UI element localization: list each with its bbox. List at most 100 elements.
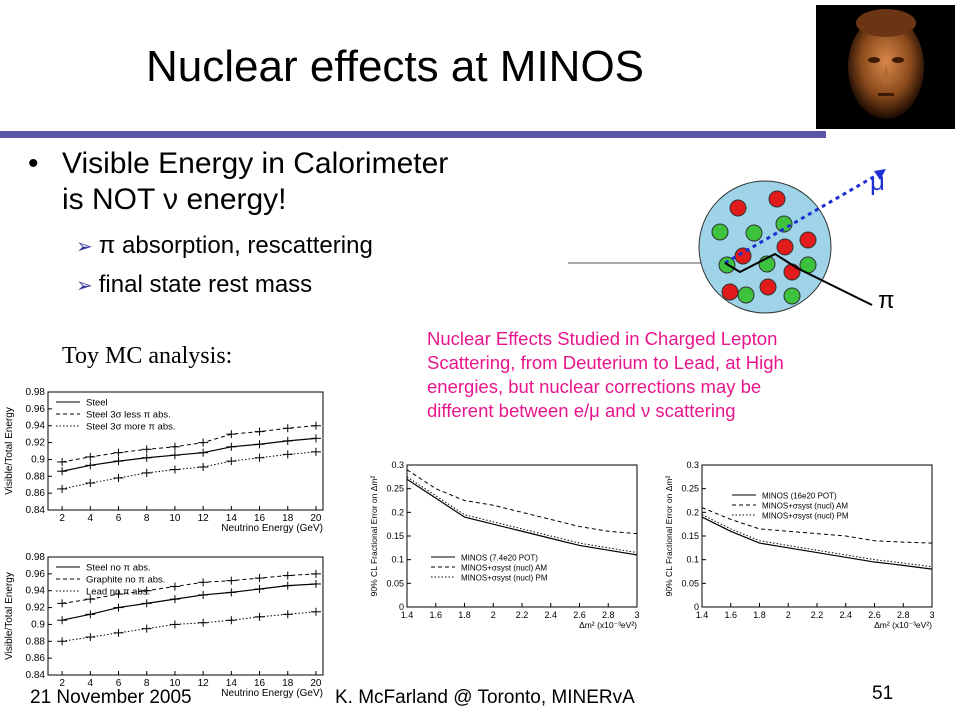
- x-tick-label: 20: [310, 678, 322, 689]
- sculpture-photo: [816, 5, 955, 129]
- y-tick-label: 0.2: [391, 507, 404, 517]
- series-line: [406, 478, 638, 556]
- legend-entry: Steel 3σ more π abs.: [86, 422, 176, 433]
- y-tick-label: 0: [694, 602, 699, 612]
- legend-entry: Steel: [86, 398, 108, 409]
- y-tick-label: 0.98: [26, 552, 46, 563]
- plot-frame: [47, 391, 324, 511]
- y-tick-label: 0.92: [26, 603, 46, 614]
- title-rule: [0, 131, 826, 138]
- proton: [721, 283, 739, 301]
- series-line: [701, 516, 933, 570]
- y-tick-label: 0.88: [26, 636, 46, 647]
- legend-entry: Steel 3σ less π abs.: [86, 410, 171, 421]
- x-tick-label: 1.4: [696, 610, 709, 620]
- legend-entry: MINOS (7.4e20 POT): [461, 554, 538, 563]
- x-tick-label: 18: [282, 678, 294, 689]
- minos-chart-right: 0 0.05 0.1 0.15 0.2 0.25 0.3 1.4 1.6 1.8 2 2.2 2.4 2.…: [664, 460, 935, 630]
- x-tick-label: 4: [88, 513, 94, 524]
- x-tick-label: 2.2: [811, 610, 824, 620]
- y-tick-label: 0.86: [26, 488, 46, 499]
- x-tick-label: 1.8: [753, 610, 766, 620]
- y-axis-label: 90% CL Fractional Error on Δm²: [664, 476, 674, 597]
- note-line: different between e/μ and ν scattering: [427, 400, 736, 421]
- x-axis-label: Δm² (x10⁻³eV²): [874, 620, 932, 630]
- x-tick-label: 2.4: [544, 610, 557, 620]
- x-tick-label: 2: [59, 678, 65, 689]
- muon-label: μ: [870, 166, 885, 196]
- x-tick-label: 2.8: [897, 610, 910, 620]
- footer-date: 21 November 2005: [30, 687, 192, 708]
- note-line: Scattering, from Deuterium to Lead, at H…: [427, 352, 784, 373]
- arrow-icon: ➢: [76, 275, 93, 297]
- neutron: [711, 223, 729, 241]
- x-tick-label: 2.2: [516, 610, 529, 620]
- x-axis-label: Δm² (x10⁻³eV²): [579, 620, 637, 630]
- x-tick-label: 2: [491, 610, 496, 620]
- legend-entry: MINOS+σsyst (nucl) PM: [461, 574, 548, 583]
- x-tick-label: 8: [144, 513, 150, 524]
- nucleons: [711, 190, 817, 305]
- series-line: [61, 583, 316, 621]
- x-tick-label: 3: [929, 610, 934, 620]
- y-tick-label: 0.25: [681, 484, 699, 494]
- toy-mc-chart-bottom: 0.84 0.86 0.88 0.9 0.92 0.94 0.96 0.98 2 4 6 8 10 12 1…: [4, 552, 324, 699]
- legend-entry: Graphite no π abs.: [86, 575, 165, 586]
- y-tick-label: 0.9: [31, 454, 45, 465]
- legend-entry: MINOS+σsyst (nucl) AM: [461, 564, 547, 573]
- x-tick-label: 18: [282, 513, 294, 524]
- bullet-line-2: is NOT ν energy!: [62, 183, 287, 216]
- bullet-dot: •: [28, 147, 39, 180]
- legend-entry: Lead no π abs.: [86, 587, 150, 598]
- y-tick-label: 0.94: [26, 586, 46, 597]
- note-line: energies, but nuclear corrections may be: [427, 376, 762, 397]
- proton: [799, 231, 817, 249]
- y-tick-label: 0.05: [681, 578, 699, 588]
- nucleus-diagram: μ π: [568, 166, 895, 314]
- proton: [768, 190, 786, 208]
- y-tick-label: 0.96: [26, 404, 46, 415]
- series-line: [701, 514, 933, 568]
- pion-track: [724, 252, 873, 306]
- sub-item-2: ➢ final state rest mass: [76, 270, 312, 301]
- neutron: [745, 224, 763, 242]
- series-line: [61, 437, 317, 472]
- series-line: [406, 476, 638, 554]
- series-line: [406, 469, 638, 535]
- sub-item-label: π absorption, rescattering: [98, 232, 373, 259]
- x-tick-label: 14: [226, 513, 238, 524]
- y-tick-label: 0.1: [686, 555, 699, 565]
- y-tick-label: 0.98: [26, 387, 46, 398]
- y-tick-label: 0.84: [26, 670, 46, 681]
- pion-label: π: [878, 287, 895, 314]
- minos-chart-left: 0 0.05 0.1 0.15 0.2 0.25 0.3 1.4 1.6 1.8 2 2.2 2.4 2.…: [369, 460, 640, 630]
- x-tick-label: 1.6: [724, 610, 737, 620]
- y-tick-label: 0.3: [686, 460, 699, 470]
- x-tick-label: 1.8: [458, 610, 471, 620]
- sub-item-1: ➢ π absorption, rescattering: [76, 231, 373, 262]
- arrow-icon: ➢: [76, 236, 93, 258]
- series-line: [62, 451, 316, 490]
- x-tick-label: 12: [198, 678, 210, 689]
- toy-mc-label: Toy MC analysis:: [62, 343, 233, 369]
- neutron: [737, 286, 755, 304]
- page-number: 51: [872, 683, 894, 704]
- muon-arrowhead: [874, 169, 886, 180]
- y-tick-label: 0.96: [26, 569, 46, 580]
- footer-author: K. McFarland @ Toronto, MINERvA: [335, 687, 635, 708]
- proton: [729, 199, 747, 217]
- proton: [783, 263, 801, 281]
- y-tick-label: 0.2: [686, 507, 699, 517]
- x-tick-label: 2: [59, 513, 65, 524]
- x-tick-label: 16: [254, 513, 266, 524]
- y-tick-label: 0.92: [26, 438, 46, 449]
- x-axis-label: Neutrino Energy (GeV): [221, 688, 323, 699]
- legend-entry: Steel no π abs.: [86, 563, 151, 574]
- proton: [734, 247, 752, 265]
- nuclear-effects-note: Nuclear Effects Studied in Charged Lepto…: [427, 327, 897, 423]
- plot-frame: [701, 464, 933, 608]
- slide-title: Nuclear effects at MINOS: [146, 42, 645, 91]
- x-tick-label: 10: [169, 678, 181, 689]
- y-axis-label: Visible/Total Energy: [4, 407, 15, 495]
- y-tick-label: 0.94: [26, 421, 46, 432]
